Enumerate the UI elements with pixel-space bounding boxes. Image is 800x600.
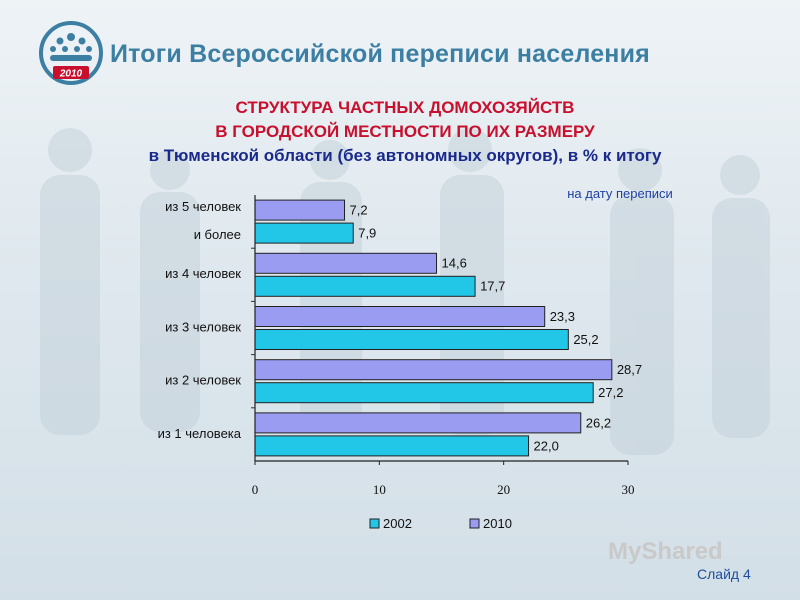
x-tick-label-10: 10	[373, 482, 386, 497]
chart-title-line-3: в Тюменской области (без автономных окру…	[148, 146, 662, 165]
value-label-2002-4: 17,7	[480, 279, 505, 294]
bar-2010-2	[254, 359, 613, 381]
slide-number: Слайд 4	[697, 566, 751, 582]
watermark: MyShared	[608, 538, 723, 565]
value-label-2002-2: 27,2	[598, 385, 623, 400]
category-label-2: из 2 человек	[165, 373, 241, 388]
census-logo: 2010	[39, 21, 103, 85]
chart-subtitle: на дату переписи	[567, 186, 673, 201]
bar-2010-5	[254, 199, 346, 221]
bar-2002-3	[254, 329, 569, 350]
category-label-1: из 1 человека	[158, 426, 242, 441]
bar-2010-1	[254, 412, 582, 434]
value-label-2002-5: 7,9	[358, 226, 376, 241]
bar-2010-4	[254, 252, 438, 274]
value-label-2010-4: 14,6	[442, 256, 467, 271]
bar-2010-3	[254, 306, 546, 327]
value-label-2002-1: 22,0	[534, 438, 559, 453]
category-label-4: из 4 человек	[165, 266, 241, 281]
logo-year: 2010	[59, 69, 83, 80]
legend-label-2010: 2010	[483, 516, 512, 531]
logo-ring	[39, 21, 103, 85]
bar-2002-1	[254, 435, 530, 457]
header-title: Итоги Всероссийской переписи населения	[110, 40, 650, 68]
value-label-2010-5: 7,2	[350, 203, 368, 218]
category-label-5-line-2: и более	[194, 227, 241, 242]
value-label-2010-1: 26,2	[586, 415, 611, 430]
x-tick-label-0: 0	[252, 482, 259, 497]
legend-swatch-2002	[369, 518, 380, 529]
legend-label-2002: 2002	[383, 516, 412, 531]
logo-year-badge	[53, 66, 89, 79]
value-label-2010-3: 23,3	[550, 309, 575, 324]
bar-2002-5	[254, 222, 354, 244]
legend-swatch-2010	[469, 518, 480, 529]
bar-2002-2	[254, 382, 594, 404]
logo-people-icon	[50, 33, 92, 61]
x-tick-label-20: 20	[497, 482, 510, 497]
chart-title-line-2: В ГОРОДСКОЙ МЕСТНОСТИ ПО ИХ РАЗМЕРУ	[215, 122, 595, 141]
value-label-2002-3: 25,2	[573, 332, 598, 347]
bar-2002-4	[254, 275, 476, 297]
value-label-2010-2: 28,7	[617, 362, 642, 377]
chart-title-line-1: СТРУКТУРА ЧАСТНЫХ ДОМОХОЗЯЙСТВ	[235, 98, 575, 117]
x-tick-label-30: 30	[622, 482, 635, 497]
category-label-3: из 3 человек	[165, 319, 241, 334]
category-label-5-line-1: из 5 человек	[165, 199, 241, 214]
